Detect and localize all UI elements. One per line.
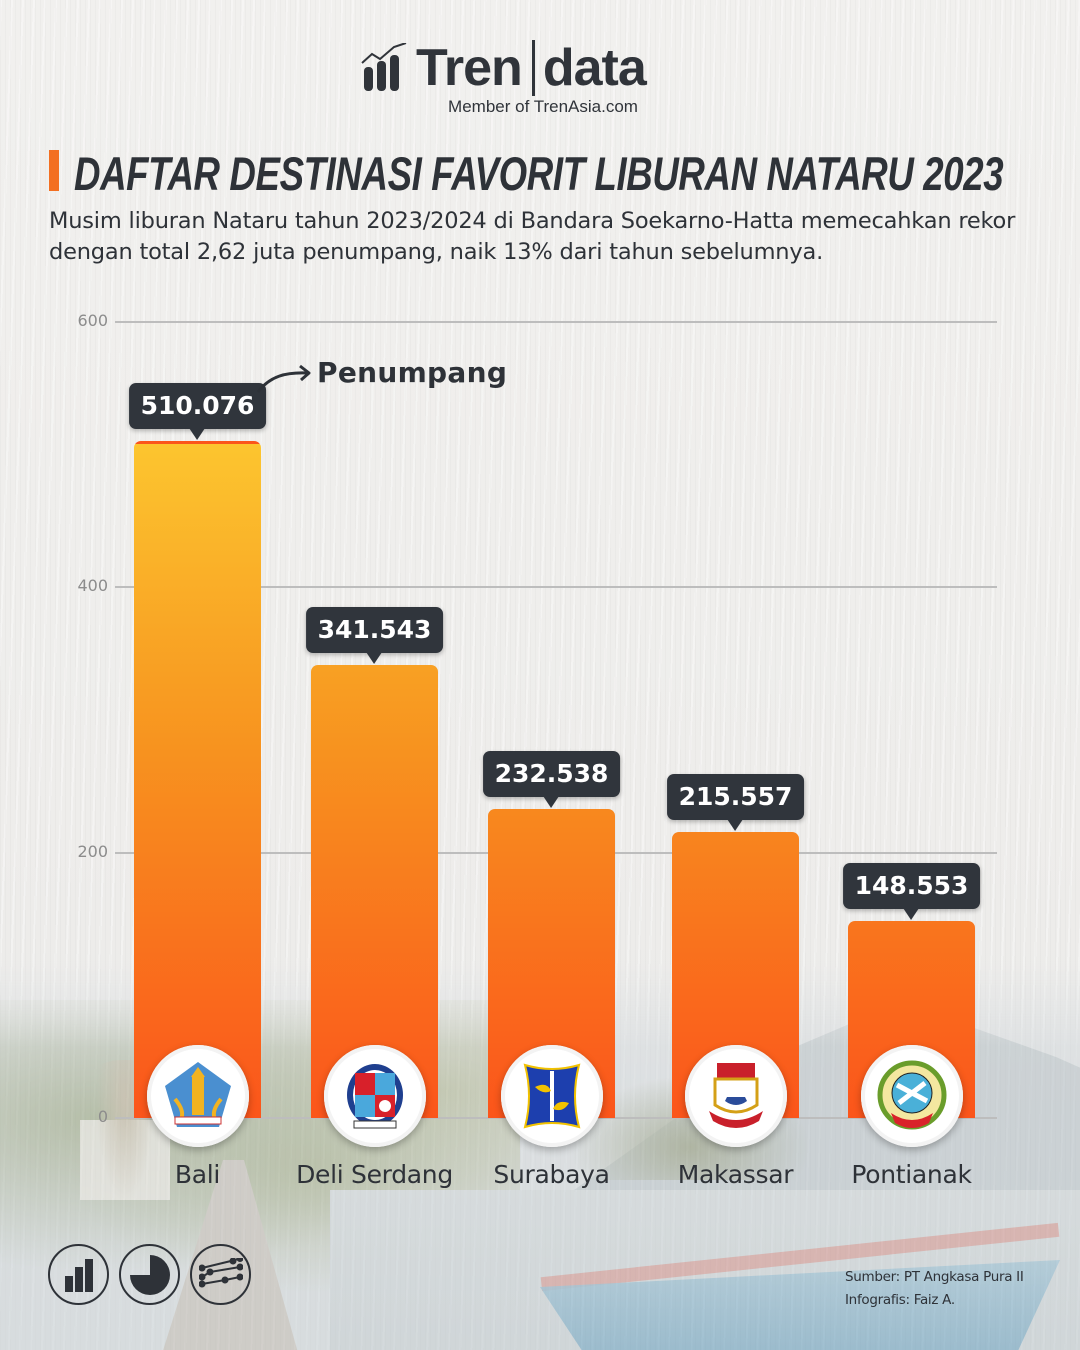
- category-label: Makassar: [677, 1160, 794, 1189]
- bar-bali: [134, 441, 261, 1118]
- value-label: 215.557: [666, 774, 805, 832]
- gridline: [115, 586, 997, 589]
- makassar-emblem-icon: [684, 1045, 787, 1147]
- page-title: DAFTAR DESTINASI FAVORIT LIBURAN NATARU …: [74, 147, 1004, 200]
- value-label: 341.543: [305, 606, 444, 664]
- category-label: Pontianak: [851, 1160, 972, 1189]
- source-text: Sumber: PT Angkasa Pura II: [845, 1269, 1024, 1285]
- logo-tagline: Member of TrenAsia.com: [0, 97, 1080, 117]
- logo-text-tren: Tren: [416, 39, 523, 97]
- chart-type-icons: [48, 1244, 251, 1305]
- subtitle: Musim liburan Nataru tahun 2023/2024 di …: [49, 208, 1016, 265]
- trend-bars-icon: [361, 43, 407, 91]
- category-label: Surabaya: [493, 1160, 610, 1189]
- y-tick-label: 0: [97, 1107, 108, 1126]
- surabaya-emblem-icon: [500, 1045, 603, 1147]
- logo-text-data: data: [542, 39, 647, 97]
- trendata-logo: Tren data: [360, 38, 647, 98]
- y-tick-label: 400: [77, 576, 108, 596]
- pie-chart-icon: [119, 1244, 180, 1305]
- value-label: 148.553: [842, 862, 981, 920]
- gridline: [115, 321, 997, 323]
- logo-divider: [531, 40, 535, 96]
- line-chart-icon: [190, 1244, 251, 1305]
- title-accent-bar: [49, 150, 59, 191]
- credits: Sumber: PT Angkasa Pura II Infografis: F…: [845, 1266, 1024, 1312]
- curved-arrow-icon: [256, 364, 311, 393]
- series-label: Penumpang: [317, 356, 508, 389]
- category-label: Bali: [174, 1160, 221, 1189]
- pontianak-emblem-icon: [860, 1045, 963, 1147]
- value-label: 510.076: [128, 383, 267, 441]
- credit-text: Infografis: Faiz A.: [845, 1292, 955, 1308]
- deli-serdang-emblem-icon: [323, 1045, 426, 1147]
- value-label: 232.538: [482, 751, 621, 809]
- bar-deli-serdang: [311, 664, 438, 1118]
- y-tick-label: 600: [77, 311, 108, 330]
- category-label: Deli Serdang: [296, 1160, 453, 1189]
- tagline-text: Member of TrenAsia.com: [448, 97, 638, 116]
- y-tick-label: 200: [77, 841, 108, 861]
- bar-chart-icon: [48, 1244, 109, 1305]
- bali-emblem-icon: [146, 1045, 249, 1147]
